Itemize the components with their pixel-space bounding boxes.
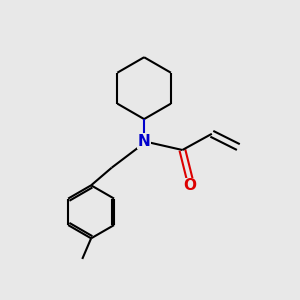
- Text: N: N: [138, 134, 151, 149]
- Text: O: O: [183, 178, 196, 194]
